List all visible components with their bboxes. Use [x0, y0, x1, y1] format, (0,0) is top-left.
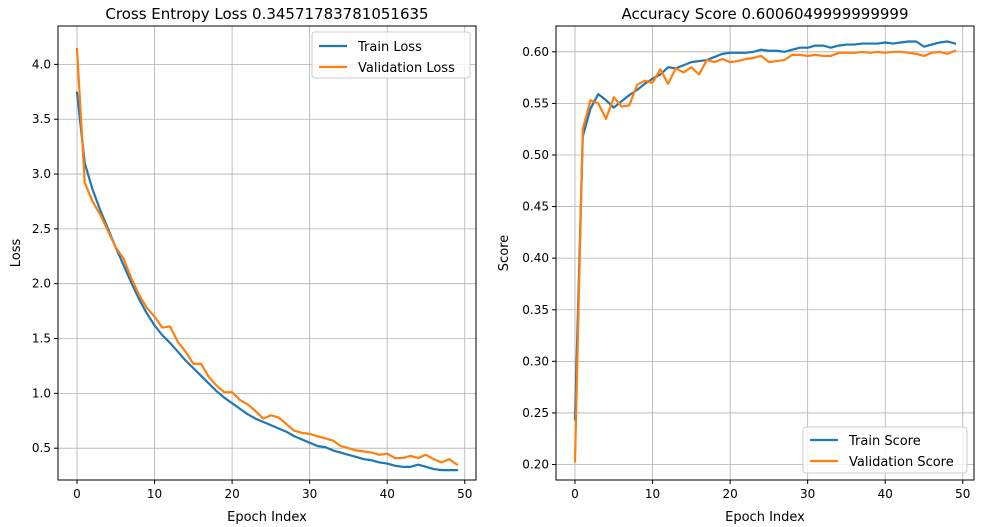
loss-y-tick-label: 2.0	[32, 277, 51, 291]
accuracy-y-tick-label: 0.45	[522, 200, 549, 214]
accuracy-y-tick-label: 0.20	[522, 458, 549, 472]
loss-x-tick-label: 40	[380, 487, 395, 501]
loss-plot-frame	[57, 25, 477, 481]
loss-chart: 0 10 20 30 40 50 0.5 1.0 1.5 2.0 2.5 3.0 3.5 4.0 Cros…	[9, 5, 477, 525]
accuracy-chart: 0 10 20 30 40 50 0.20 0.25 0.30 0.35 0.40 0.45 0.50 0…	[497, 5, 975, 525]
loss-x-tick-label: 10	[147, 487, 162, 501]
accuracy-y-tick-label: 0.55	[522, 96, 549, 110]
loss-y-tick-label: 0.5	[32, 441, 51, 455]
accuracy-y-tick-label: 0.40	[522, 251, 549, 265]
accuracy-series-train-line	[573, 40, 957, 421]
accuracy-x-tick-label: 50	[955, 487, 970, 501]
accuracy-legend-box	[802, 426, 968, 474]
loss-x-axis-label: Epoch Index	[227, 510, 307, 525]
accuracy-y-axis-label: Score	[497, 235, 512, 271]
accuracy-x-tick-label: 30	[800, 487, 815, 501]
loss-series-train-line	[75, 91, 459, 472]
loss-y-tick-label: 3.5	[32, 112, 51, 126]
loss-legend-box	[311, 31, 471, 79]
accuracy-x-tick-label: 0	[571, 487, 579, 501]
accuracy-chart-title: Accuracy Score 0.6006049999999999	[621, 5, 908, 23]
accuracy-y-tick-label: 0.25	[522, 406, 549, 420]
accuracy-x-tick-label: 40	[878, 487, 893, 501]
accuracy-legend-validation-label: Validation Score	[849, 455, 954, 470]
loss-legend-train-label: Train Loss	[357, 40, 422, 55]
loss-y-tick-label: 4.0	[32, 57, 51, 71]
accuracy-y-tick-label: 0.60	[522, 45, 549, 59]
loss-x-tick-label: 30	[302, 487, 317, 501]
accuracy-x-tick-label: 20	[722, 487, 737, 501]
loss-x-tick-label: 20	[224, 487, 239, 501]
loss-y-tick-label: 2.5	[32, 222, 51, 236]
accuracy-y-tick-label: 0.50	[522, 148, 549, 162]
accuracy-series-validation-line	[573, 49, 957, 463]
accuracy-x-axis-label: Epoch Index	[725, 510, 805, 525]
accuracy-y-tick-label: 0.35	[522, 303, 549, 317]
loss-y-tick-label: 1.5	[32, 332, 51, 346]
accuracy-y-tick-label: 0.30	[522, 354, 549, 368]
loss-chart-title: Cross Entropy Loss 0.34571783781051635	[105, 5, 428, 23]
accuracy-legend-train-label: Train Score	[848, 434, 921, 449]
loss-y-axis-label: Loss	[9, 239, 24, 268]
loss-series-validation-line	[75, 47, 459, 467]
accuracy-x-tick-label: 10	[645, 487, 660, 501]
loss-legend: Train Loss Validation Loss	[311, 31, 471, 79]
loss-y-tick-label: 1.0	[32, 386, 51, 400]
loss-y-tick-label: 3.0	[32, 167, 51, 181]
loss-x-tick-label: 0	[73, 487, 81, 501]
accuracy-legend: Train Score Validation Score	[802, 426, 968, 474]
accuracy-plot-frame	[555, 25, 975, 481]
loss-legend-validation-label: Validation Loss	[358, 61, 455, 76]
loss-x-tick-label: 50	[457, 487, 472, 501]
